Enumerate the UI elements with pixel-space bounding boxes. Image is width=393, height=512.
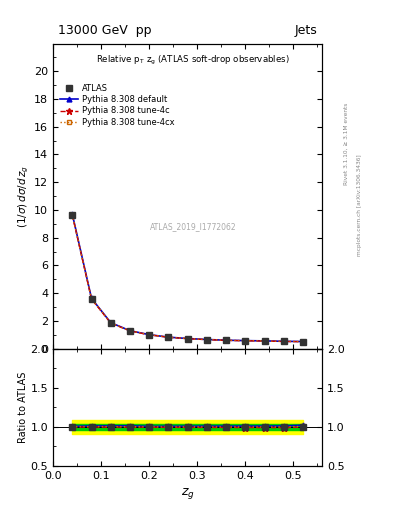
Y-axis label: $(1/\sigma)\,d\sigma/d\,z_g$: $(1/\sigma)\,d\sigma/d\,z_g$ <box>17 164 31 228</box>
X-axis label: $z_g$: $z_g$ <box>181 486 195 501</box>
Text: Relative $\mathregular{p_T}$ $\mathregular{z_g}$ (ATLAS soft-drop observables): Relative $\mathregular{p_T}$ $\mathregul… <box>96 54 290 67</box>
Text: 13000 GeV  pp: 13000 GeV pp <box>59 25 152 37</box>
Text: Jets: Jets <box>294 25 317 37</box>
Text: ATLAS_2019_I1772062: ATLAS_2019_I1772062 <box>150 222 236 231</box>
Y-axis label: Ratio to ATLAS: Ratio to ATLAS <box>18 372 28 443</box>
Legend: ATLAS, Pythia 8.308 default, Pythia 8.308 tune-4c, Pythia 8.308 tune-4cx: ATLAS, Pythia 8.308 default, Pythia 8.30… <box>60 84 175 126</box>
Text: Rivet 3.1.10, ≥ 3.1M events: Rivet 3.1.10, ≥ 3.1M events <box>344 102 349 184</box>
Text: mcplots.cern.ch [arXiv:1306.3436]: mcplots.cern.ch [arXiv:1306.3436] <box>357 154 362 255</box>
